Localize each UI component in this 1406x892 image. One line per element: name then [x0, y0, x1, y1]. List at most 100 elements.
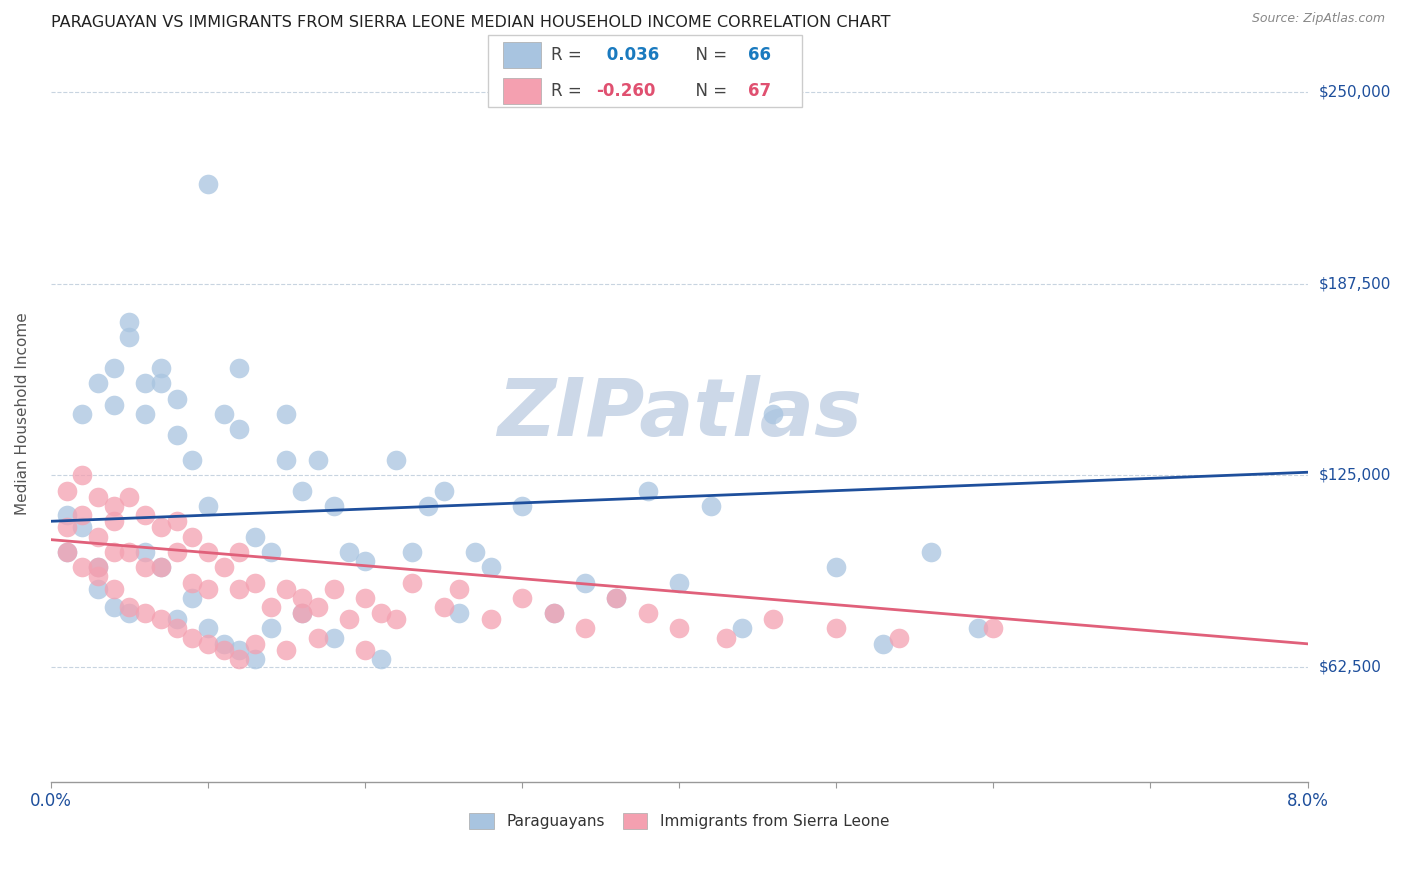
- Text: ZIPatlas: ZIPatlas: [496, 375, 862, 453]
- Point: [70, 407, 93, 421]
- Point: [825, 560, 848, 574]
- Point: [103, 582, 125, 596]
- Point: [228, 545, 250, 559]
- Point: [276, 582, 298, 596]
- Point: [103, 545, 125, 559]
- Point: [197, 499, 219, 513]
- Point: [149, 361, 172, 376]
- Point: [354, 554, 377, 568]
- FancyBboxPatch shape: [503, 42, 541, 68]
- Point: [228, 643, 250, 657]
- Point: [983, 622, 1005, 636]
- Point: [70, 560, 93, 574]
- Point: [370, 652, 392, 666]
- Point: [197, 178, 219, 192]
- Point: [337, 612, 360, 626]
- Point: [385, 453, 408, 467]
- Point: [307, 453, 329, 467]
- Text: N =: N =: [686, 45, 733, 64]
- Point: [291, 606, 314, 620]
- Text: Source: ZipAtlas.com: Source: ZipAtlas.com: [1251, 12, 1385, 25]
- Point: [510, 591, 533, 605]
- Y-axis label: Median Household Income: Median Household Income: [15, 313, 30, 516]
- Point: [479, 560, 502, 574]
- Point: [432, 483, 454, 498]
- Point: [118, 490, 141, 504]
- Point: [574, 622, 596, 636]
- Point: [243, 575, 266, 590]
- Text: $187,500: $187,500: [1319, 277, 1391, 292]
- Point: [276, 643, 298, 657]
- Point: [668, 622, 690, 636]
- Point: [385, 612, 408, 626]
- Point: [118, 330, 141, 344]
- Point: [166, 392, 188, 406]
- Point: [243, 530, 266, 544]
- Point: [228, 652, 250, 666]
- Point: [276, 453, 298, 467]
- Point: [134, 545, 156, 559]
- Point: [401, 575, 423, 590]
- Point: [87, 376, 110, 391]
- Point: [166, 514, 188, 528]
- Point: [228, 422, 250, 436]
- FancyBboxPatch shape: [503, 78, 541, 104]
- Point: [212, 643, 235, 657]
- Point: [149, 612, 172, 626]
- Point: [197, 622, 219, 636]
- Point: [197, 545, 219, 559]
- Point: [370, 606, 392, 620]
- Text: R =: R =: [551, 82, 586, 100]
- Point: [70, 508, 93, 523]
- Point: [197, 637, 219, 651]
- Point: [605, 591, 627, 605]
- Point: [149, 560, 172, 574]
- Point: [307, 600, 329, 615]
- Point: [87, 582, 110, 596]
- Point: [337, 545, 360, 559]
- Point: [731, 622, 754, 636]
- Point: [70, 520, 93, 534]
- Legend: Paraguayans, Immigrants from Sierra Leone: Paraguayans, Immigrants from Sierra Leon…: [461, 805, 897, 837]
- Point: [134, 508, 156, 523]
- Point: [70, 468, 93, 483]
- Point: [449, 582, 471, 596]
- Point: [637, 606, 659, 620]
- Point: [181, 631, 204, 645]
- Point: [260, 622, 283, 636]
- Point: [228, 361, 250, 376]
- Point: [322, 582, 344, 596]
- Point: [322, 631, 344, 645]
- Point: [103, 514, 125, 528]
- Point: [197, 582, 219, 596]
- Point: [212, 637, 235, 651]
- Point: [166, 612, 188, 626]
- Point: [103, 398, 125, 412]
- Text: -0.260: -0.260: [596, 82, 655, 100]
- Point: [354, 591, 377, 605]
- Point: [166, 622, 188, 636]
- Text: PARAGUAYAN VS IMMIGRANTS FROM SIERRA LEONE MEDIAN HOUSEHOLD INCOME CORRELATION C: PARAGUAYAN VS IMMIGRANTS FROM SIERRA LEO…: [51, 15, 890, 30]
- Point: [668, 575, 690, 590]
- Text: R =: R =: [551, 45, 586, 64]
- Text: $125,000: $125,000: [1319, 467, 1391, 483]
- Point: [212, 560, 235, 574]
- Point: [243, 652, 266, 666]
- Point: [103, 600, 125, 615]
- Point: [260, 600, 283, 615]
- Point: [87, 560, 110, 574]
- Point: [87, 530, 110, 544]
- Point: [762, 612, 785, 626]
- Point: [103, 361, 125, 376]
- Point: [291, 483, 314, 498]
- Point: [149, 376, 172, 391]
- Point: [134, 606, 156, 620]
- Point: [149, 560, 172, 574]
- Point: [322, 499, 344, 513]
- Point: [574, 575, 596, 590]
- Point: [181, 591, 204, 605]
- Point: [166, 545, 188, 559]
- Point: [479, 612, 502, 626]
- Point: [118, 545, 141, 559]
- Text: $250,000: $250,000: [1319, 85, 1391, 100]
